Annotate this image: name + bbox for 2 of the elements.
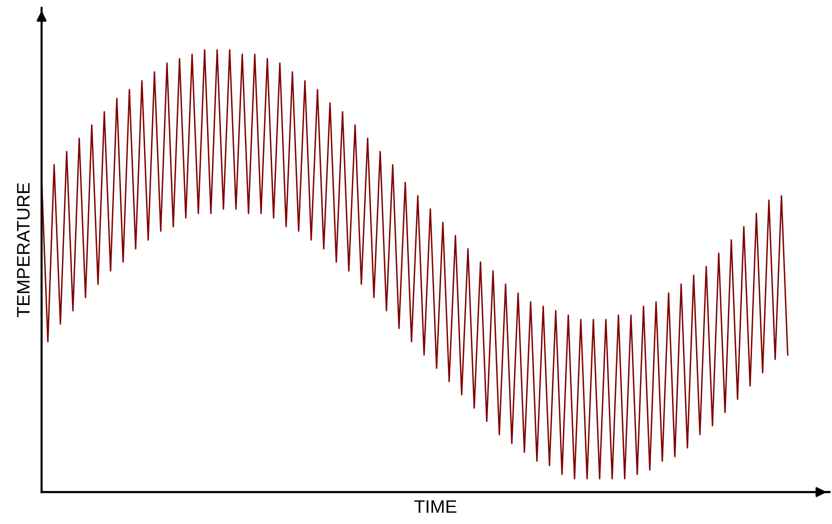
- y-axis-title: TEMPERATURE: [17, 183, 30, 318]
- x-axis-title: TIME: [414, 500, 456, 513]
